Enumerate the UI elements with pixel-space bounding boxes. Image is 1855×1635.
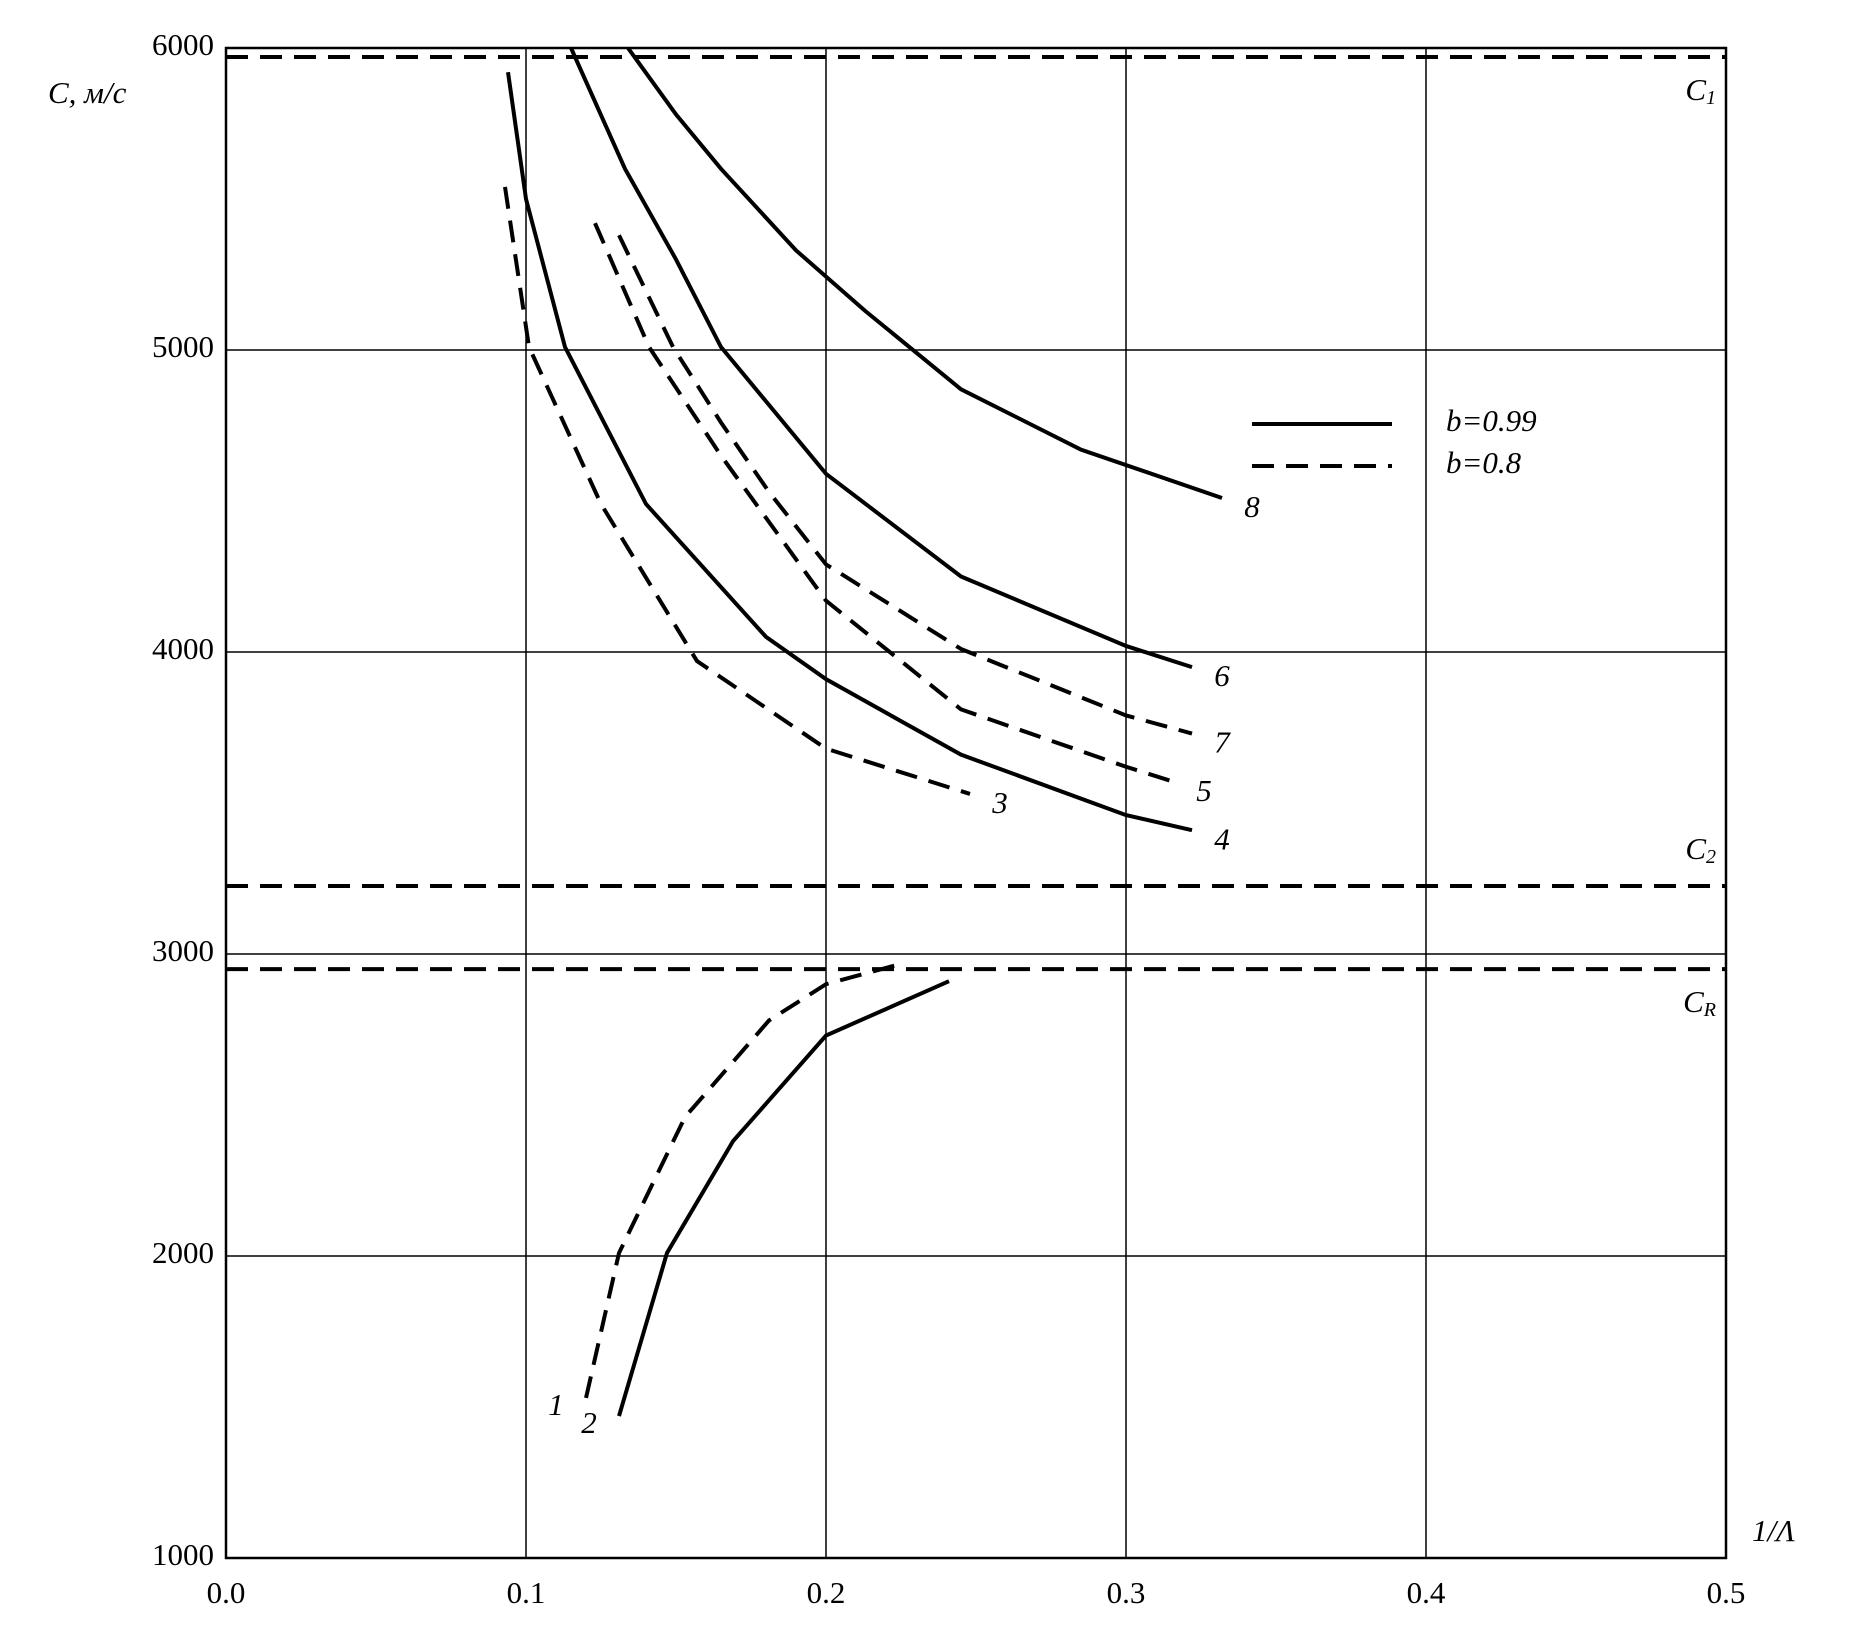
legend-label: b=0.8 [1446,445,1522,480]
curve [617,979,950,1417]
curve-label: 2 [581,1405,597,1440]
y-axis-label: C, м/с [48,75,127,110]
reference-label-sub: 2 [1706,846,1716,868]
curve-label: 5 [1196,773,1212,808]
y-tick-label: 2000 [152,1235,214,1270]
reference-label-main: C [1685,831,1706,866]
x-tick-label: 0.5 [1707,1575,1746,1610]
y-tick-label: 4000 [152,631,214,666]
y-tick-label: 3000 [152,933,214,968]
reference-label-main: C [1685,72,1706,107]
y-tick-label: 5000 [152,329,214,364]
reference-label-sub: 1 [1706,87,1716,109]
reference-label: C2 [1685,831,1716,867]
reference-label-main: C [1683,984,1704,1019]
curve [506,71,1193,833]
curve-label: 1 [548,1387,564,1422]
x-tick-label: 0.1 [507,1575,546,1610]
y-tick-label: 6000 [152,27,214,62]
reference-label: C1 [1685,72,1716,108]
curve [593,222,1175,784]
curve [503,186,971,796]
plot-frame [224,46,1728,1560]
curve [617,234,1193,736]
x-tick-label: 0.0 [207,1575,246,1610]
curve [626,46,1223,500]
curve-label: 6 [1214,658,1230,693]
legend-label: b=0.99 [1446,403,1537,438]
curve [569,47,1193,670]
curve-label: 4 [1214,821,1230,856]
curve-label: 3 [991,785,1008,820]
curve-label: 7 [1214,725,1231,760]
x-tick-label: 0.3 [1107,1575,1146,1610]
reference-label-sub: R [1703,999,1716,1021]
reference-label: CR [1683,984,1716,1020]
x-tick-label: 0.2 [807,1575,846,1610]
x-tick-label: 0.4 [1407,1575,1446,1610]
y-tick-label: 1000 [152,1537,214,1572]
curve-label: 8 [1244,489,1260,524]
curve [584,961,905,1399]
x-axis-label: 1/Λ [1752,1513,1795,1548]
